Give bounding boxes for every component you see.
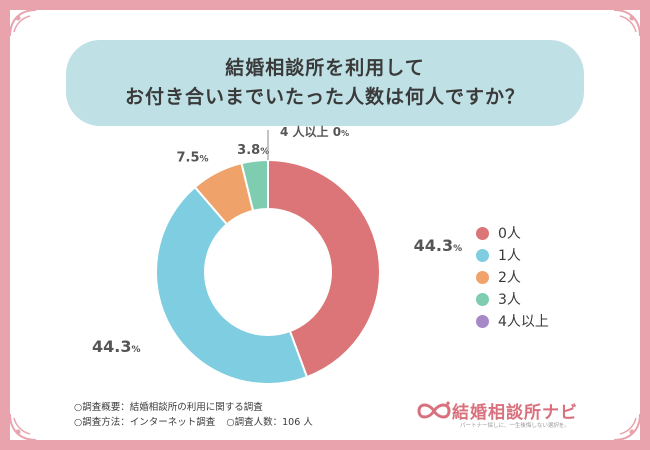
legend-item: 1人 bbox=[476, 244, 549, 266]
legend-label: 2人 bbox=[498, 270, 521, 286]
data-label-1: 44.3% bbox=[92, 337, 141, 356]
corner-ornament-icon bbox=[9, 9, 37, 37]
survey-notes: ○調査概要：結婚相談所の利用に関する調査 ○調査方法：インターネット調査 ○調査… bbox=[74, 400, 321, 430]
legend-item: 4人以上 bbox=[476, 310, 549, 332]
brand-logo: 結婚相談所ナビ bbox=[416, 398, 578, 423]
logo-name: 結婚相談所ナビ bbox=[452, 403, 578, 423]
corner-ornament-icon bbox=[9, 413, 37, 441]
legend-swatch bbox=[476, 292, 489, 306]
corner-ornament-icon bbox=[613, 9, 641, 37]
logo-tagline: パートナー探しに、一生後悔しない選択を。 bbox=[460, 423, 570, 429]
pie-slice-0 bbox=[267, 158, 381, 379]
corner-ornament-icon bbox=[613, 413, 641, 441]
pie-slice-3 bbox=[240, 158, 269, 212]
infinity-heart-icon bbox=[417, 400, 451, 418]
legend-swatch bbox=[476, 248, 489, 262]
legend-label: 3人 bbox=[498, 292, 521, 308]
survey-respondents: ○調査人数：106 人 bbox=[226, 417, 313, 428]
data-label-4: 4 人以上 0% bbox=[280, 124, 349, 139]
chart-title-line-1: 結婚相談所を利用して bbox=[225, 57, 425, 79]
legend-item: 3人 bbox=[476, 288, 549, 310]
legend-label: 4人以上 bbox=[498, 314, 549, 330]
survey-overview: ○調査概要：結婚相談所の利用に関する調査 bbox=[74, 402, 263, 413]
legend-swatch bbox=[476, 314, 489, 328]
data-label-2: 7.5% bbox=[177, 150, 209, 165]
legend-swatch bbox=[476, 226, 489, 240]
legend-swatch bbox=[476, 270, 489, 284]
chart-title-line-2: お付き合いまでいたった人数は何人ですか？ bbox=[124, 86, 525, 108]
data-label-0: 44.3% bbox=[414, 236, 463, 255]
data-label-3: 3.8% bbox=[237, 143, 269, 158]
title-banner: 結婚相談所を利用して お付き合いまでいたった人数は何人ですか？ bbox=[66, 40, 584, 126]
legend-label: 0人 bbox=[498, 226, 521, 242]
legend-label: 1人 bbox=[498, 248, 521, 264]
legend-item: 0人 bbox=[476, 222, 549, 244]
legend-item: 2人 bbox=[476, 266, 549, 288]
legend: 0人 1人 2人 3人 4人以上 bbox=[476, 222, 549, 332]
pie-slice-1 bbox=[155, 185, 309, 385]
survey-method: ○調査方法：インターネット調査 bbox=[74, 417, 216, 428]
